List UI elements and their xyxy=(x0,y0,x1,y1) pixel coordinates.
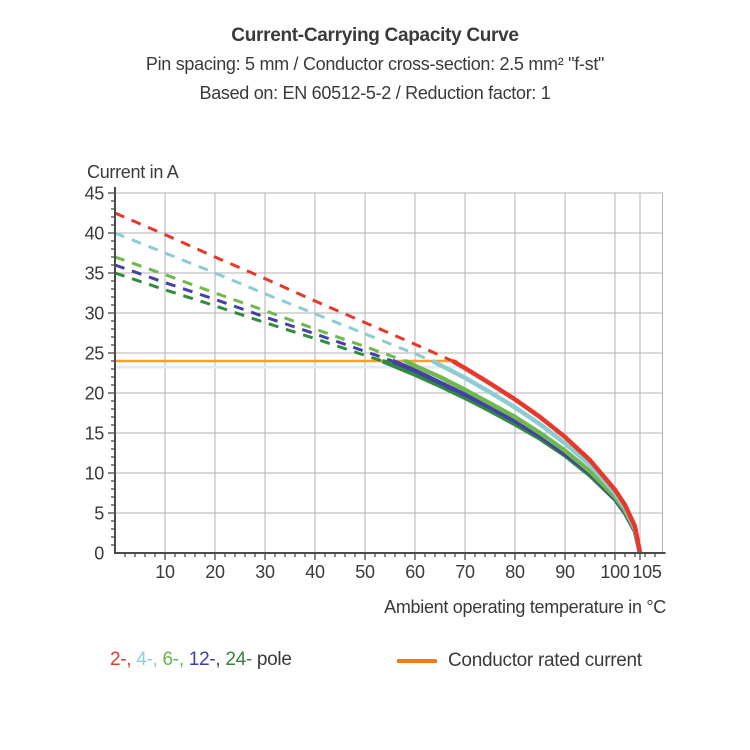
chart-header: Current-Carrying Capacity Curve Pin spac… xyxy=(0,21,750,108)
x-tick-label: 100 xyxy=(600,562,629,582)
x-tick-label: 90 xyxy=(555,562,575,582)
page-title: Current-Carrying Capacity Curve xyxy=(231,25,519,46)
y-tick-label: 25 xyxy=(85,344,105,364)
y-tick-label: 45 xyxy=(85,186,105,204)
capacity-chart: 10 20 30 40 50 60 70 80 90 100 105 0 5 10 15 20 25 30 35 40… xyxy=(85,186,666,582)
axis-ticks xyxy=(108,192,656,560)
y-tick-label: 15 xyxy=(85,424,105,444)
y-tick-label: 20 xyxy=(85,384,105,404)
x-tick-label: 30 xyxy=(255,562,275,582)
rated-current-swatch xyxy=(397,659,437,663)
curve-6-pole-solid xyxy=(404,358,643,554)
x-tick-label: 60 xyxy=(405,562,425,582)
rated-current-label: Conductor rated current xyxy=(448,650,642,671)
x-tick-label: 10 xyxy=(155,562,175,582)
legend-pole-item: 12-, xyxy=(188,649,226,670)
grid-lines xyxy=(115,192,663,553)
curve-12-pole-solid xyxy=(391,358,643,554)
y-tick-label: 0 xyxy=(94,544,104,564)
x-axis-title: Ambient operating temperature in °C xyxy=(384,597,666,617)
legend-poles: 2-, 4-, 6-, 12-, 24- pole xyxy=(110,649,292,671)
curve-24-pole-solid xyxy=(381,358,643,554)
curve-24-pole-dashed xyxy=(114,271,383,363)
legend-pole-items: 2-, 4-, 6-, 12-, 24- xyxy=(110,649,257,670)
legend-rated-current: Conductor rated current xyxy=(397,648,642,674)
y-tick-label: 40 xyxy=(85,224,105,244)
axes xyxy=(114,187,666,554)
x-tick-label: 20 xyxy=(205,562,225,582)
y-tick-label: 5 xyxy=(94,504,104,524)
subtitle-standard: Based on: EN 60512-5-2 / Reduction facto… xyxy=(199,83,551,103)
legend-pole-item: 2-, xyxy=(110,649,137,670)
x-tick-label: 105 xyxy=(632,562,661,582)
x-tick-label: 80 xyxy=(505,562,525,582)
tick-labels: 10 20 30 40 50 60 70 80 90 100 105 0 5 10 15 20 25 30 35 40… xyxy=(85,186,663,582)
curve-2-pole-dashed xyxy=(114,211,454,363)
y-tick-label: 10 xyxy=(85,464,105,484)
y-axis-title: Current in A xyxy=(87,162,179,182)
x-tick-label: 40 xyxy=(305,562,325,582)
subtitle-pin-spacing: Pin spacing: 5 mm / Conductor cross-sect… xyxy=(145,54,605,74)
legend-pole-item: 4-, xyxy=(136,649,163,670)
y-tick-label: 30 xyxy=(85,304,105,324)
x-tick-label: 50 xyxy=(355,562,375,582)
legend-pole-item: 6-, xyxy=(162,649,189,670)
x-tick-label: 70 xyxy=(455,562,475,582)
curve-4-pole-dashed xyxy=(114,231,434,363)
curve-2-pole-solid xyxy=(451,359,643,554)
legend-pole-item: 24- xyxy=(225,649,257,670)
legend-pole-suffix: pole xyxy=(256,649,292,670)
y-tick-label: 35 xyxy=(85,264,105,284)
